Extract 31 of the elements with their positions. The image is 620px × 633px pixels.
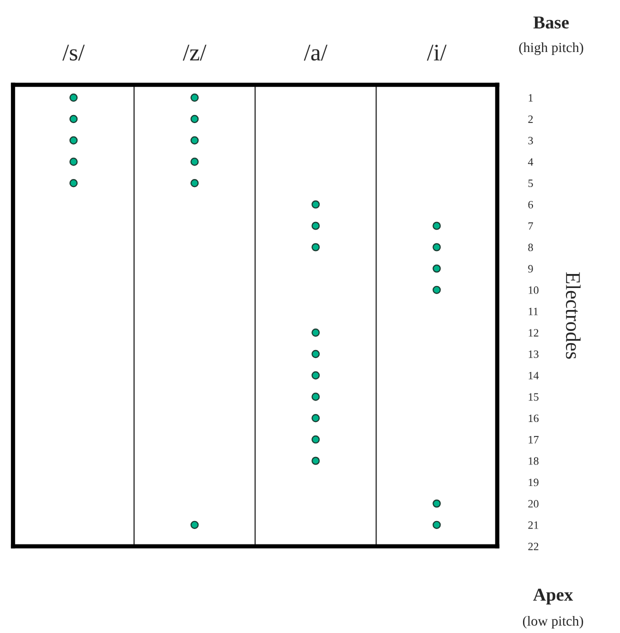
y-tick-label: 22: [528, 542, 538, 550]
x-tick-label: /a/: [304, 44, 328, 61]
y-tick-label: 4: [528, 158, 534, 166]
y-axis-title: Electrodes: [566, 272, 581, 359]
y-tick-label: 6: [528, 200, 534, 208]
y-tick-label: 12: [528, 329, 538, 336]
text: Base: [533, 16, 569, 29]
y-tick-label: 13: [528, 350, 538, 358]
text: (high pitch): [519, 42, 584, 56]
y-tick-label: 7: [528, 222, 534, 230]
y-tick-label: 15: [528, 393, 538, 401]
text: (low pitch): [522, 616, 584, 629]
y-tick-label: 10: [528, 286, 538, 294]
y-tick-label: 2: [528, 116, 533, 123]
x-tick-label: /z/: [182, 44, 206, 61]
y-tick-label: 20: [528, 500, 538, 508]
y-tick-label: 11: [528, 308, 538, 316]
y-tick-label: 3: [528, 136, 533, 144]
y-tick-label: 5: [528, 180, 533, 188]
x-tick-label: /i/: [426, 44, 447, 61]
y-tick-label: 19: [528, 478, 538, 486]
y-tick-label: 1: [528, 94, 533, 102]
text: Apex: [533, 588, 574, 604]
y-tick-label: 9: [528, 265, 533, 273]
y-tick-label: 17: [528, 436, 539, 444]
y-tick-label: 16: [528, 414, 539, 422]
y-tick-label: 21: [528, 521, 538, 529]
y-tick-label: 8: [528, 244, 533, 252]
y-tick-label: 14: [528, 372, 539, 380]
y-tick-label: 18: [528, 457, 538, 465]
x-tick-label: /s/: [62, 44, 85, 61]
